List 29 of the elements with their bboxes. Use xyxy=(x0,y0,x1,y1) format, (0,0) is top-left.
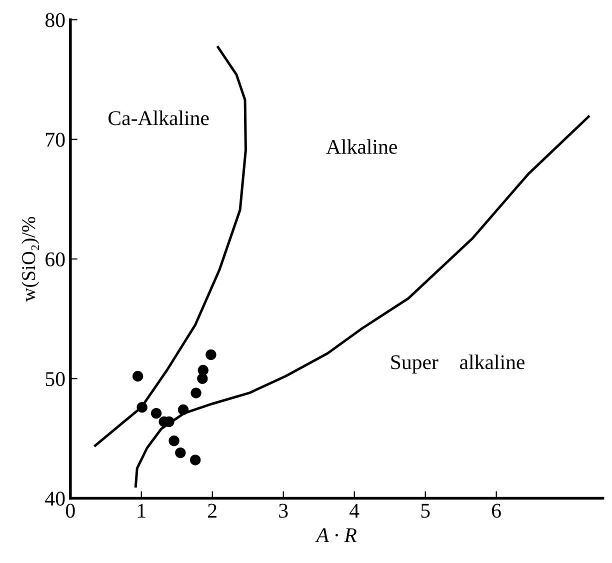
y-axis-title: w(SiO₂)/% xyxy=(21,216,40,302)
annotation: Alkaline xyxy=(326,139,397,154)
point xyxy=(175,447,186,458)
x-tick-label: 0 xyxy=(66,504,75,518)
point xyxy=(197,373,208,384)
annotation: Ca-Alkaline xyxy=(108,110,209,126)
annotation: Super alkaline xyxy=(391,354,524,374)
point xyxy=(178,404,189,416)
point xyxy=(168,435,180,446)
point xyxy=(150,408,162,419)
x-axis-title: A · R xyxy=(315,528,357,542)
y-tick-label: 80 xyxy=(45,13,65,28)
point xyxy=(206,349,216,360)
x-tick-label: 6 xyxy=(492,504,501,518)
y-tick-label: 70 xyxy=(46,132,65,147)
point xyxy=(198,364,208,376)
x-tick-label: 5 xyxy=(421,504,430,518)
x-tick-label: 4 xyxy=(350,504,360,518)
x-tick-label: 1 xyxy=(138,504,146,518)
y-tick-label: 50 xyxy=(46,372,65,386)
point xyxy=(190,454,201,466)
point xyxy=(190,388,202,398)
line-series xyxy=(94,46,247,447)
point xyxy=(132,370,144,382)
x-tick-label: 2 xyxy=(208,504,216,518)
point xyxy=(136,402,148,413)
y-tick-label: 60 xyxy=(46,252,65,266)
x-tick-label: 3 xyxy=(279,504,288,518)
y-tick-label: 40 xyxy=(45,492,65,506)
